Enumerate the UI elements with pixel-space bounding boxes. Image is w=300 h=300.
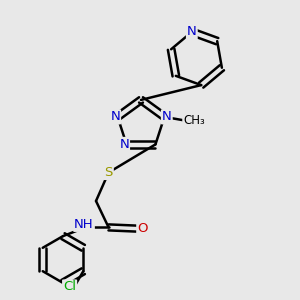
Text: O: O (137, 222, 148, 235)
Text: Cl: Cl (63, 280, 76, 293)
Text: S: S (104, 166, 113, 179)
Text: N: N (110, 110, 120, 123)
Text: CH₃: CH₃ (183, 114, 205, 127)
Text: NH: NH (74, 218, 94, 231)
Text: N: N (119, 138, 129, 151)
Text: N: N (162, 110, 172, 123)
Text: N: N (187, 26, 197, 38)
